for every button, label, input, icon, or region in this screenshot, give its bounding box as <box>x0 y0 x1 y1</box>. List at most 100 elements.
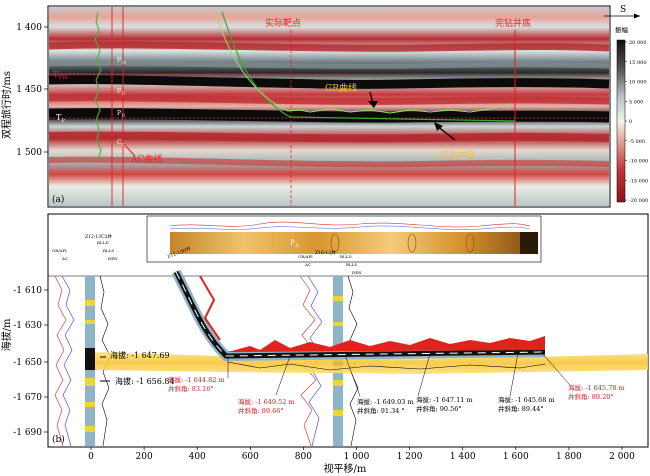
b-x-tick-label: 200 <box>136 452 153 462</box>
panel-b-label: (b) <box>52 434 65 445</box>
log-head-label: DEN <box>352 270 362 275</box>
b-y-tick-label: -1 670 <box>13 393 42 403</box>
panel-a: 振幅 20 000 15 000 10 000 5 000 0 -5 000 -10 000… <box>0 5 648 208</box>
track-label: 实钻井轨 <box>440 149 476 161</box>
callout-elevation: 海拔: -1 649.03 m <box>357 397 414 406</box>
callout-elevation: 海拔: -1 649.52 m <box>238 397 295 406</box>
b-x-tick-label: 1 400 <box>450 452 476 462</box>
colorbar-tick-label: 15 000 <box>629 60 647 66</box>
callout-angle: 井斜角: 90.56° <box>416 404 462 413</box>
callout-angle: 井斜角: 89.20° <box>568 392 614 401</box>
colorbar-tick-label: 5 000 <box>629 99 643 105</box>
colorbar-tick-label: 10 000 <box>629 80 647 86</box>
gr-arrow-head <box>368 101 378 108</box>
track-arrow-head <box>434 122 443 131</box>
strata-label: P1l <box>117 110 126 118</box>
log-header-labels: GR/API AC RLLD RLLS DEN GR/API AC RLLD RLLS DEN <box>52 240 362 275</box>
strata-label: P1b <box>117 57 127 65</box>
b-x-tick-label: 1 800 <box>556 452 582 462</box>
callout-elevation: 海拔: -1 647.11 m <box>416 395 473 404</box>
panel-b-x-axis-label: 视平移/m <box>324 462 367 475</box>
callout-leaders <box>227 351 571 397</box>
end-label: 完钻井底 <box>495 17 531 29</box>
log-head-label: GR/API <box>52 248 67 253</box>
panel-a-y-axis-label: 双程旅行时/ms <box>0 71 13 139</box>
colorbar-tick-label: -20 000 <box>629 198 648 204</box>
b-x-tick-label: 1 200 <box>397 452 423 462</box>
b-x-tick-label: 1 600 <box>503 452 529 462</box>
colorbar-tick-label: -15 000 <box>629 178 648 184</box>
callout-angle: 井斜角: 89.44° <box>498 404 544 413</box>
panel-a-y-ticks: 1 400 1 450 1 500 <box>16 23 48 158</box>
ac-label: AC曲线 <box>130 153 162 165</box>
log-head-label: GR/API <box>298 254 313 259</box>
b-y-tick-label: -1 610 <box>13 286 42 296</box>
callout-angle: 井斜角: 83.16° <box>168 384 214 393</box>
inset-layer-label: P1l <box>290 239 300 249</box>
a-y-tick-label: 1 450 <box>16 85 42 95</box>
callout-angle: 井斜角: 91.34 ° <box>357 406 405 415</box>
reflector-red-3 <box>48 131 610 143</box>
colorbar-tick-label: 20 000 <box>629 40 647 46</box>
reflector-black-1 <box>48 75 610 89</box>
panel-a-label: (a) <box>52 194 64 205</box>
a-y-tick-label: 1 400 <box>16 23 42 33</box>
gr-label: GR曲线 <box>325 82 357 94</box>
b-x-tick-label: 800 <box>295 452 312 462</box>
log-head-label: RLLS <box>103 248 114 253</box>
b-y-tick-label: -1 690 <box>13 428 42 438</box>
callout-elevation: 海拔: -1 645.78 m <box>568 383 625 392</box>
reflector-red-1 <box>48 41 610 52</box>
colorbar-ticks: 20 000 15 000 10 000 5 000 0 -5 000 -10 000 -15… <box>625 40 648 204</box>
well-label-3: Z16-12井 <box>315 249 336 256</box>
panel-b-y-ticks: -1 610 -1 630 -1 650 -1 670 -1 690 <box>13 286 48 438</box>
b-x-tick-label: 0 <box>88 452 94 462</box>
compass-arrow-head <box>634 13 640 19</box>
gr-curve <box>214 11 511 114</box>
reflector-red-4 <box>48 156 610 168</box>
colorbar <box>616 39 626 203</box>
b-y-tick-label: -1 630 <box>13 321 42 331</box>
b-x-tick-label: 2 000 <box>609 452 635 462</box>
log-track-left <box>54 275 111 447</box>
horizon-label-tp1b: TP1b <box>53 70 68 81</box>
b-x-tick-label: 1 000 <box>344 452 370 462</box>
colorbar-tick-label: -10 000 <box>629 159 648 165</box>
seismic-section <box>49 7 609 206</box>
well-trajectory <box>221 11 516 122</box>
log-head-label: AC <box>61 256 68 261</box>
log-head-label: RLLD <box>97 240 109 245</box>
horizontal-well <box>171 269 546 371</box>
ac-curve <box>94 11 102 161</box>
target-label: 实际靶点 <box>265 17 301 29</box>
b-x-tick-label: 400 <box>189 452 206 462</box>
colorbar-tick-label: -5 000 <box>629 139 645 145</box>
strata-label: C2 <box>117 139 125 147</box>
panel-b: P1l Z12-13C2井 Z12-13H井 Z16-12井 GR/APIACR… <box>0 213 649 475</box>
callout-elevation: 海拔: -1 645.68 m <box>498 395 555 404</box>
horizon-tp1b <box>48 73 610 77</box>
log-head-label: DEN <box>108 256 118 261</box>
strata-labels: P1b P1l P1l C2 <box>117 57 127 147</box>
callout-angle: 井斜角: 89.66° <box>238 406 284 415</box>
log-head-label: AC <box>304 262 311 267</box>
colorbar-title: 振幅 <box>615 25 629 34</box>
horizon-label-tp: TP <box>56 113 65 124</box>
reflector-grey <box>48 61 610 69</box>
panel-b-y-axis-label: 海拔/m <box>0 318 13 351</box>
b-x-tick-label: 600 <box>242 452 259 462</box>
log-head-label: RLLD <box>340 254 352 259</box>
inset-attribute-strip: P1l <box>146 215 542 263</box>
well-label-1: Z12-13C2井 <box>85 233 112 240</box>
reflector-red-2 <box>48 94 610 105</box>
log-head-label: RLLS <box>346 262 357 267</box>
b-y-tick-label: -1 650 <box>13 358 42 368</box>
elev-left-2: 海拔: -1 656.84 <box>115 376 175 386</box>
strata-label: P1l <box>117 88 126 96</box>
a-y-tick-label: 1 500 <box>16 148 42 158</box>
reflector-black-2 <box>48 108 610 123</box>
panel-b-x-ticks: 0 200 400 600 800 1 000 1 200 1 400 1 600 1 800 2 … <box>88 447 635 462</box>
colorbar-tick-label: 0 <box>629 119 632 125</box>
